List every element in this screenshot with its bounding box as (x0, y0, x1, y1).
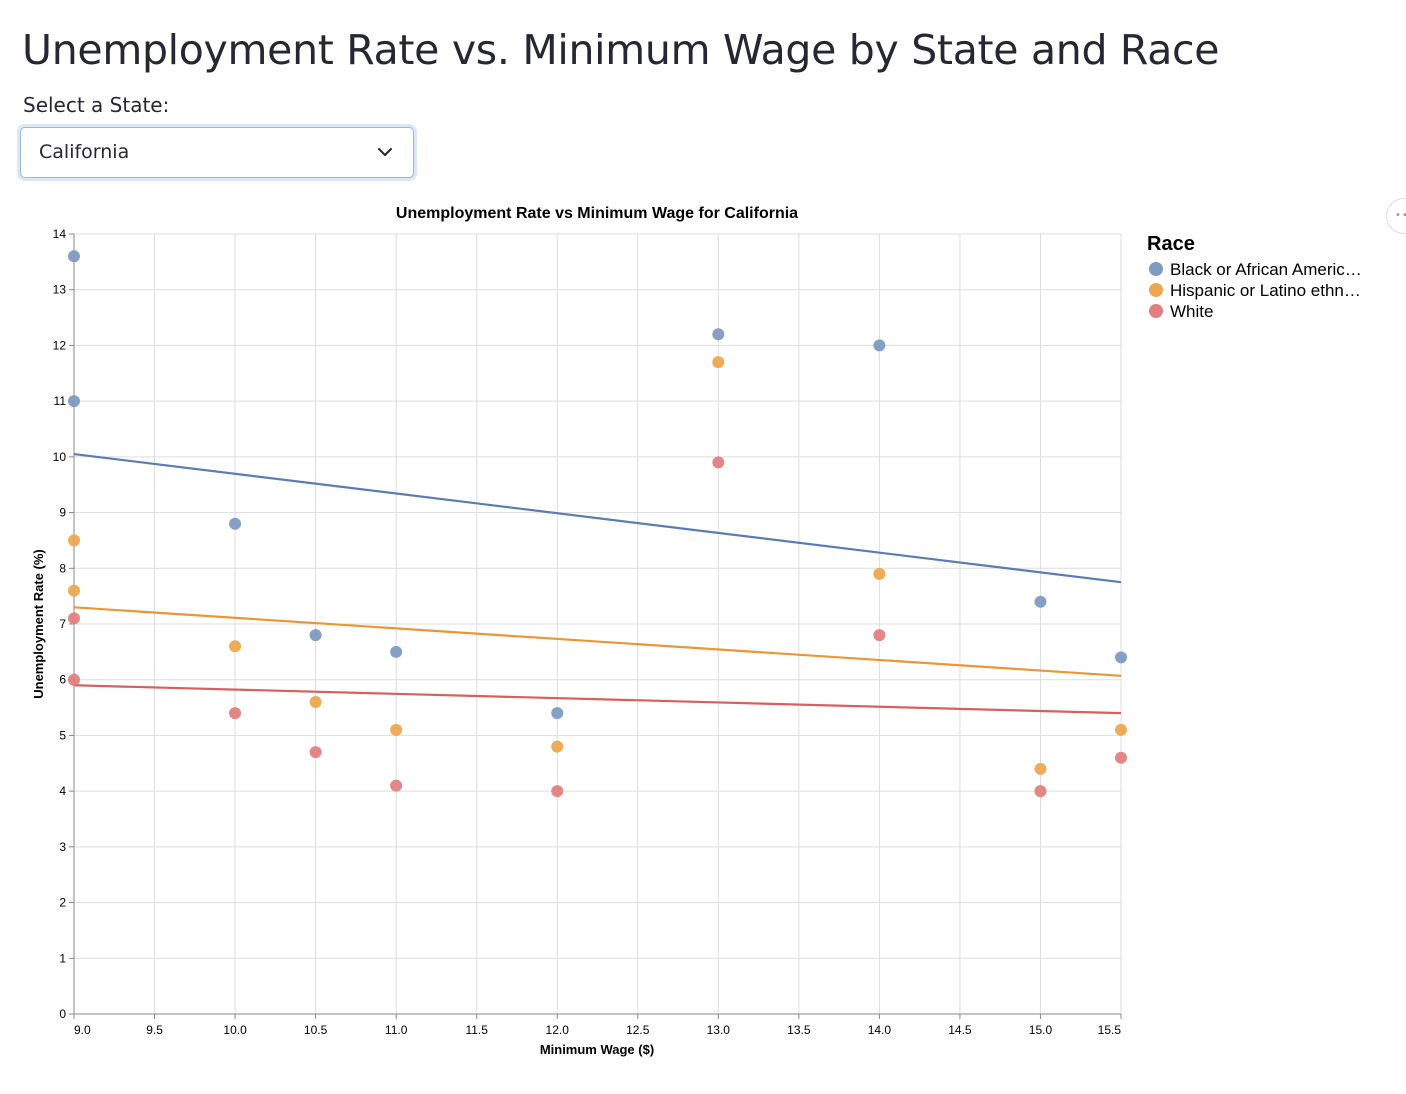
data-point (390, 723, 403, 736)
legend-label: Hispanic or Latino ethn… (1170, 281, 1361, 300)
x-tick-label: 15.5 (1098, 1023, 1122, 1037)
data-point (68, 584, 80, 597)
page-title: Unemployment Rate vs. Minimum Wage by St… (22, 26, 1220, 74)
trend-line (73, 684, 1122, 715)
data-point (68, 250, 80, 263)
x-tick-label: 12.5 (626, 1023, 650, 1037)
x-tick-label: 10.5 (304, 1023, 328, 1037)
data-point (712, 328, 725, 341)
data-point (1115, 723, 1127, 736)
y-tick-label: 9 (59, 506, 66, 520)
state-select[interactable]: California (20, 127, 414, 178)
legend-item: Hispanic or Latino ethn… (1149, 281, 1361, 300)
data-point (229, 517, 242, 530)
y-tick-label: 13 (53, 283, 67, 297)
trend-line (73, 606, 1122, 677)
data-point (309, 629, 322, 642)
x-tick-label: 10.0 (223, 1023, 247, 1037)
data-point (873, 339, 886, 352)
data-point (1115, 651, 1127, 664)
data-point (68, 673, 80, 686)
state-select-label: Select a State: (23, 93, 170, 117)
x-axis-label: Minimum Wage ($) (540, 1042, 654, 1057)
data-point (1034, 785, 1047, 798)
chart-title: Unemployment Rate vs Minimum Wage for Ca… (396, 205, 798, 222)
legend-title: Race (1147, 233, 1195, 255)
x-tick-label: 11.0 (385, 1023, 408, 1037)
axes: 9.0 9.5 10.0 10.5 11.0 11.5 12.0 12.5 13.0 13.5 14… (53, 227, 1122, 1037)
data-point (551, 740, 564, 753)
x-tick-label: 13.5 (787, 1023, 811, 1037)
data-point (68, 395, 80, 408)
y-tick-label: 6 (59, 673, 66, 687)
legend-item: Black or African Americ… (1149, 260, 1362, 279)
data-point (551, 707, 564, 720)
y-tick-label: 8 (59, 561, 66, 575)
data-point (1034, 762, 1047, 775)
y-tick-label: 4 (59, 784, 66, 798)
y-tick-label: 3 (59, 840, 66, 854)
data-point (68, 534, 80, 547)
x-tick-label: 11.5 (465, 1023, 488, 1037)
x-tick-label: 14.5 (948, 1023, 972, 1037)
y-tick-label: 14 (53, 227, 67, 241)
data-point (1034, 595, 1047, 608)
data-points (68, 250, 1127, 798)
y-axis-label: Unemployment Rate (%) (31, 549, 46, 699)
y-tick-label: 12 (53, 338, 67, 352)
data-point (229, 707, 242, 720)
x-tick-label: 15.0 (1029, 1023, 1053, 1037)
y-tick-label: 5 (59, 728, 66, 742)
data-point (390, 779, 403, 792)
x-tick-label: 14.0 (868, 1023, 892, 1037)
data-point (712, 456, 725, 469)
x-tick-label: 12.0 (546, 1023, 570, 1037)
legend-swatch (1149, 304, 1163, 318)
data-point (873, 629, 886, 642)
data-point (712, 356, 725, 369)
legend-label: Black or African Americ… (1170, 260, 1362, 279)
legend-label: White (1170, 302, 1213, 321)
y-tick-label: 1 (59, 951, 66, 965)
data-point (873, 567, 886, 580)
legend: Race Black or African Americ… Hispanic or… (1147, 233, 1362, 321)
y-tick-label: 2 (59, 896, 66, 910)
y-tick-label: 0 (59, 1007, 66, 1021)
data-point (229, 640, 242, 653)
x-tick-label: 13.0 (707, 1023, 731, 1037)
legend-item: White (1149, 302, 1213, 321)
y-tick-label: 7 (59, 617, 66, 631)
x-tick-label: 9.5 (146, 1023, 163, 1037)
x-tick-label: 9.0 (74, 1023, 91, 1037)
data-point (309, 746, 322, 759)
trend-line (73, 452, 1122, 584)
scatter-chart: Unemployment Rate vs Minimum Wage for Ca… (31, 205, 1362, 1057)
data-point (309, 696, 322, 708)
chevron-down-icon (378, 148, 392, 156)
legend-swatch (1149, 283, 1163, 297)
y-tick-label: 11 (54, 394, 67, 408)
legend-swatch (1149, 262, 1163, 276)
trend-lines (73, 452, 1122, 715)
data-point (68, 612, 80, 625)
data-point (551, 785, 564, 798)
y-tick-label: 10 (53, 450, 67, 464)
grid (73, 233, 1122, 1015)
data-point (390, 645, 403, 658)
data-point (1115, 751, 1127, 764)
state-select-value: California (39, 141, 130, 163)
